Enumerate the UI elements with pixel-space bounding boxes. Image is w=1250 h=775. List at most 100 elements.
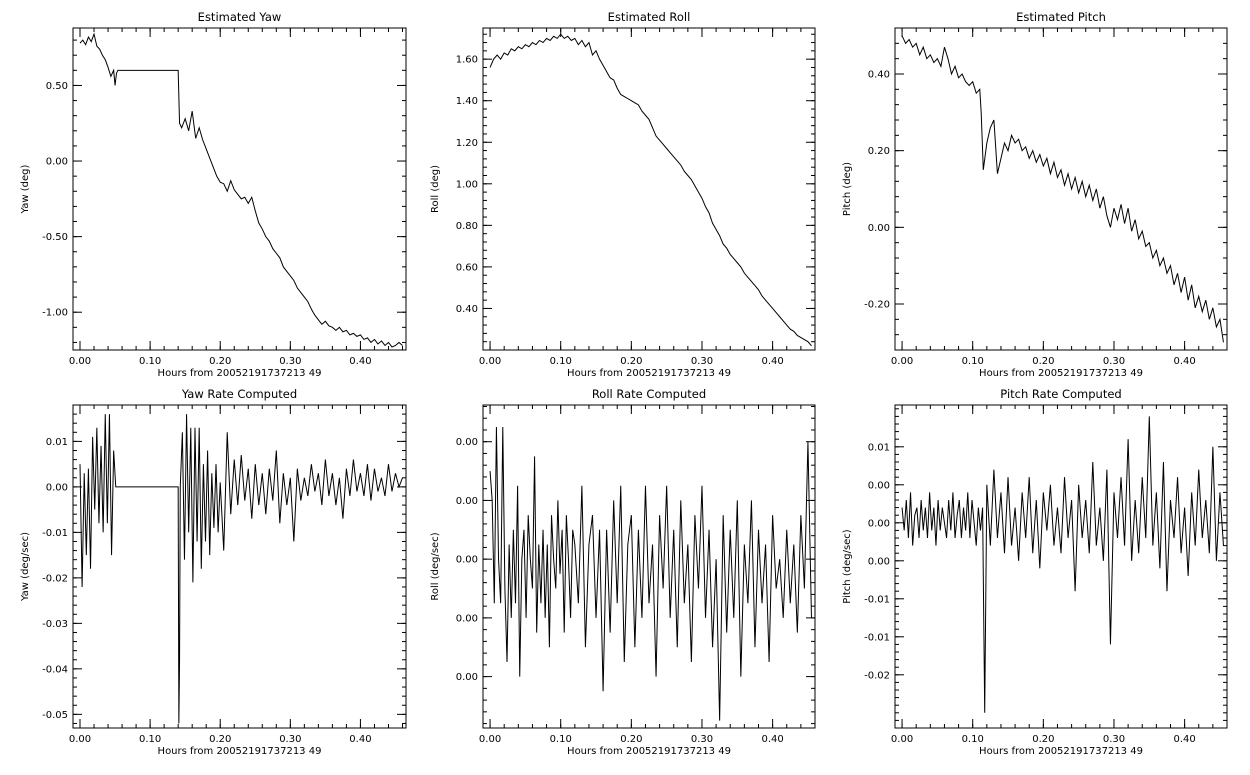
x-tick-label: 0.10	[139, 734, 161, 745]
chart-panel-5: 0.00 0.10 0.20 0.30 0.40 0.00 0.00 0.00 0.00 0.00…	[430, 387, 816, 757]
x-tick-label: 0.00	[69, 356, 91, 367]
chart-panel-3: 0.00 0.10 0.20 0.30 0.40 0.40 0.20 0.00 -0.20 Est…	[842, 10, 1228, 379]
x-axis-label: Hours from 20052191737213 49	[158, 368, 322, 379]
y-tick-label: 0.01	[868, 442, 890, 453]
x-tick-label: 0.40	[349, 734, 371, 745]
y-tick-label: 1.00	[456, 179, 478, 190]
x-tick-label: 0.30	[279, 356, 301, 367]
x-tick-label: 0.30	[279, 734, 301, 745]
y-tick-label: 1.60	[456, 55, 478, 66]
x-tick-label: 0.00	[891, 734, 913, 745]
x-tick-label: 0.20	[209, 356, 231, 367]
y-tick-label: 0.00	[868, 223, 890, 234]
y-tick-label: 0.00	[456, 672, 478, 683]
y-tick-label: 0.00	[456, 496, 478, 507]
chart-title: Estimated Roll	[608, 10, 691, 24]
y-tick-label: 0.00	[868, 480, 890, 491]
y-tick-label: 1.40	[456, 96, 478, 107]
plot-frame	[894, 27, 1228, 351]
chart-panel-1: 0.00 0.10 0.20 0.30 0.40 0.50 0.00 -0.50 -1.00 Es…	[20, 10, 407, 379]
chart-panel-4: 0.00 0.10 0.20 0.30 0.40 0.01 0.00 -0.01 -0.02 -0…	[20, 387, 407, 757]
x-tick-label: 0.00	[69, 734, 91, 745]
x-tick-label: 0.40	[761, 734, 783, 745]
series-line-1	[901, 416, 1224, 713]
chart-title: Estimated Pitch	[1016, 10, 1106, 24]
chart-title: Pitch Rate Computed	[1000, 387, 1121, 401]
x-tick-label: 0.10	[962, 356, 984, 367]
x-tick-label: 0.30	[1103, 734, 1125, 745]
y-axis-label: Pitch (deg)	[842, 162, 853, 216]
plot-frame	[894, 404, 1228, 729]
y-tick-label: -1.00	[42, 308, 68, 319]
y-tick-label: -0.01	[42, 528, 68, 539]
plot-frame	[72, 404, 407, 729]
x-axis-label: Hours from 20052191737213 49	[567, 746, 731, 757]
y-axis-label: Pitch (deg/sec)	[842, 529, 853, 604]
x-tick-label: 0.30	[691, 356, 713, 367]
y-axis-label: Roll (deg)	[430, 165, 441, 213]
y-tick-label: 0.00	[868, 556, 890, 567]
x-tick-label: 0.20	[620, 356, 642, 367]
x-axis-label: Hours from 20052191737213 49	[567, 368, 731, 379]
x-tick-label: 0.40	[761, 356, 783, 367]
y-tick-label: 0.00	[456, 555, 478, 566]
y-tick-label: -0.01	[864, 632, 890, 643]
series-line-1	[79, 414, 403, 724]
x-tick-label: 0.40	[1173, 356, 1195, 367]
y-axis-label: Roll (deg/sec)	[430, 532, 441, 600]
y-tick-label: 0.40	[868, 70, 890, 81]
y-tick-label: 0.00	[46, 157, 68, 168]
x-tick-label: 0.10	[962, 734, 984, 745]
series-line-1	[489, 33, 812, 347]
x-tick-label: 0.20	[1032, 356, 1054, 367]
y-tick-label: -0.02	[42, 573, 68, 584]
y-tick-label: 0.80	[456, 221, 478, 232]
x-tick-label: 0.40	[349, 356, 371, 367]
y-tick-label: 0.00	[456, 437, 478, 448]
y-tick-label: 0.20	[868, 146, 890, 157]
x-axis-label: Hours from 20052191737213 49	[979, 746, 1143, 757]
x-tick-label: 0.30	[1103, 356, 1125, 367]
y-tick-label: 0.40	[456, 304, 478, 315]
plot-frame	[482, 27, 816, 351]
x-tick-label: 0.00	[479, 734, 501, 745]
x-tick-label: 0.30	[691, 734, 713, 745]
chart-panel-6: 0.00 0.10 0.20 0.30 0.40 0.01 0.00 0.00 0.00 -0.0…	[842, 387, 1228, 757]
series-line-1	[489, 427, 812, 721]
x-tick-label: 0.00	[479, 356, 501, 367]
y-tick-label: 0.00	[868, 518, 890, 529]
chart-title: Estimated Yaw	[198, 10, 282, 24]
y-tick-label: 0.60	[456, 262, 478, 273]
x-tick-label: 0.10	[139, 356, 161, 367]
x-tick-label: 0.40	[1173, 734, 1195, 745]
y-tick-label: -0.01	[864, 594, 890, 605]
plot-frame	[482, 404, 816, 729]
y-tick-label: -0.05	[42, 710, 68, 721]
y-tick-label: -0.03	[42, 619, 68, 630]
x-tick-label: 0.20	[620, 734, 642, 745]
x-axis-label: Hours from 20052191737213 49	[158, 746, 322, 757]
y-tick-label: -0.20	[864, 300, 890, 311]
x-tick-label: 0.10	[550, 356, 572, 367]
series-line-1	[901, 35, 1224, 343]
y-tick-label: -0.50	[42, 232, 68, 243]
plot-frame	[72, 27, 407, 351]
y-tick-label: 1.20	[456, 138, 478, 149]
y-tick-label: -0.04	[42, 664, 68, 675]
chart-panel-2: 0.00 0.10 0.20 0.30 0.40 1.60 1.40 1.20 1.00 0.80…	[430, 10, 816, 379]
chart-title: Yaw Rate Computed	[181, 387, 297, 401]
y-axis-label: Yaw (deg)	[20, 164, 31, 214]
x-tick-label: 0.00	[891, 356, 913, 367]
y-tick-label: 0.50	[46, 81, 68, 92]
y-tick-label: 0.00	[46, 482, 68, 493]
chart-title: Roll Rate Computed	[592, 387, 706, 401]
x-axis-label: Hours from 20052191737213 49	[979, 368, 1143, 379]
x-tick-label: 0.10	[550, 734, 572, 745]
x-tick-label: 0.20	[1032, 734, 1054, 745]
y-tick-label: -0.02	[864, 670, 890, 681]
series-line-1	[79, 32, 403, 348]
y-axis-label: Yaw (deg/sec)	[20, 532, 31, 602]
x-tick-label: 0.20	[209, 734, 231, 745]
y-tick-label: 0.00	[456, 613, 478, 624]
